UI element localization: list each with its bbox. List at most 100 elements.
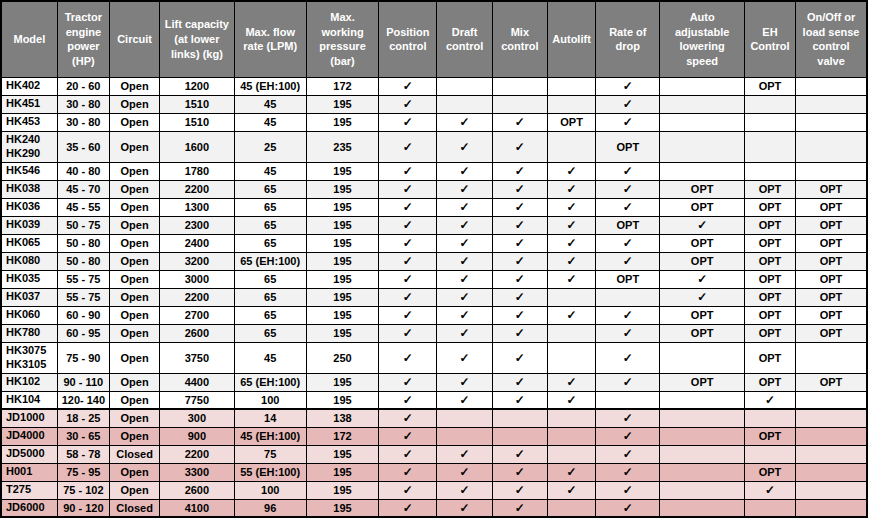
cell-position-check: ✓ <box>379 288 437 306</box>
cell-power: 60 - 95 <box>57 324 109 342</box>
cell-flow: 65 (EH:100) <box>234 373 306 391</box>
cell-flow: 45 <box>234 113 306 131</box>
column-header-eh-control: EH Control <box>744 1 795 77</box>
cell-draft-empty <box>437 409 492 427</box>
cell-power: 58 - 78 <box>57 445 109 463</box>
cell-lift: 3750 <box>160 342 234 373</box>
cell-circuit: Open <box>109 463 159 481</box>
cell-power: 75 - 95 <box>57 463 109 481</box>
cell-auto-lowering-empty <box>660 427 744 445</box>
cell-rate-of-drop-check: ✓ <box>596 373 660 391</box>
cell-model: HK035 <box>1 270 57 288</box>
cell-pressure: 250 <box>306 342 378 373</box>
cell-autolift-empty <box>547 77 595 95</box>
cell-auto-lowering-opt: OPT <box>660 306 744 324</box>
cell-model: HK240 HK290 <box>1 131 57 162</box>
cell-draft-empty <box>437 95 492 113</box>
cell-position-check: ✓ <box>379 113 437 131</box>
cell-draft-check: ✓ <box>437 180 492 198</box>
column-header-draft: Draft control <box>437 1 492 77</box>
cell-flow: 65 <box>234 180 306 198</box>
cell-rate-of-drop-check: ✓ <box>596 324 660 342</box>
cell-lift: 1600 <box>160 131 234 162</box>
cell-position-check: ✓ <box>379 306 437 324</box>
cell-model: HK402 <box>1 77 57 95</box>
table-row: HK3075 HK310575 - 90Open375045250✓✓✓✓OPT <box>1 342 867 373</box>
cell-model: JD6000 <box>1 499 57 517</box>
cell-mix-check: ✓ <box>492 463 547 481</box>
cell-power: 90 - 110 <box>57 373 109 391</box>
cell-draft-check: ✓ <box>437 391 492 409</box>
cell-eh-control-opt: OPT <box>744 342 795 373</box>
cell-eh-control-opt: OPT <box>744 198 795 216</box>
cell-lift: 2700 <box>160 306 234 324</box>
cell-auto-lowering-opt: OPT <box>660 373 744 391</box>
cell-onoff-valve-opt: OPT <box>796 252 867 270</box>
cell-position-check: ✓ <box>379 216 437 234</box>
cell-draft-check: ✓ <box>437 445 492 463</box>
cell-auto-lowering-empty <box>660 499 744 517</box>
cell-circuit: Open <box>109 252 159 270</box>
cell-circuit: Open <box>109 306 159 324</box>
cell-pressure: 195 <box>306 113 378 131</box>
table-row: HK03845 - 70Open220065195✓✓✓✓✓OPTOPTOPT <box>1 180 867 198</box>
table-row: HK104120- 140Open7750100195✓✓✓✓✓ <box>1 391 867 409</box>
cell-auto-lowering-empty <box>660 95 744 113</box>
cell-mix-check: ✓ <box>492 252 547 270</box>
cell-model: HK060 <box>1 306 57 324</box>
cell-eh-control-opt: OPT <box>744 216 795 234</box>
cell-model: HK3075 HK3105 <box>1 342 57 373</box>
cell-eh-control-check: ✓ <box>744 391 795 409</box>
cell-onoff-valve-opt: OPT <box>796 198 867 216</box>
cell-circuit: Open <box>109 270 159 288</box>
cell-autolift-empty <box>547 445 595 463</box>
cell-autolift-opt: OPT <box>547 113 595 131</box>
cell-flow: 14 <box>234 409 306 427</box>
cell-flow: 100 <box>234 481 306 499</box>
cell-circuit: Open <box>109 288 159 306</box>
cell-lift: 1300 <box>160 198 234 216</box>
cell-auto-lowering-empty <box>660 391 744 409</box>
cell-eh-control-opt: OPT <box>744 373 795 391</box>
cell-lift: 2600 <box>160 324 234 342</box>
cell-flow: 45 <box>234 162 306 180</box>
cell-autolift-check: ✓ <box>547 216 595 234</box>
cell-lift: 4100 <box>160 499 234 517</box>
cell-lift: 4400 <box>160 373 234 391</box>
cell-rate-of-drop-check: ✓ <box>596 162 660 180</box>
cell-power: 40 - 80 <box>57 162 109 180</box>
cell-auto-lowering-check: ✓ <box>660 288 744 306</box>
table-row: HK03950 - 75Open230065195✓✓✓✓OPT✓OPTOPT <box>1 216 867 234</box>
cell-circuit: Closed <box>109 499 159 517</box>
cell-model: HK039 <box>1 216 57 234</box>
cell-model: HK453 <box>1 113 57 131</box>
cell-eh-control-opt: OPT <box>744 306 795 324</box>
table-row: HK03645 - 55Open130065195✓✓✓✓✓OPTOPTOPT <box>1 198 867 216</box>
column-header-rate-of-drop: Rate of drop <box>596 1 660 77</box>
cell-draft-check: ✓ <box>437 499 492 517</box>
cell-eh-control-opt: OPT <box>744 234 795 252</box>
table-body: HK40220 - 60Open120045 (EH:100)172✓✓OPTH… <box>1 77 867 517</box>
cell-circuit: Open <box>109 481 159 499</box>
cell-draft-check: ✓ <box>437 131 492 162</box>
cell-flow: 45 (EH:100) <box>234 427 306 445</box>
cell-pressure: 195 <box>306 324 378 342</box>
cell-auto-lowering-check: ✓ <box>660 216 744 234</box>
cell-rate-of-drop-empty <box>596 288 660 306</box>
cell-autolift-check: ✓ <box>547 162 595 180</box>
cell-position-check: ✓ <box>379 198 437 216</box>
cell-eh-control-empty <box>744 95 795 113</box>
cell-auto-lowering-empty <box>660 481 744 499</box>
cell-mix-empty <box>492 409 547 427</box>
cell-flow: 65 <box>234 324 306 342</box>
cell-rate-of-drop-check: ✓ <box>596 198 660 216</box>
cell-power: 75 - 102 <box>57 481 109 499</box>
cell-flow: 45 <box>234 95 306 113</box>
cell-onoff-valve-opt: OPT <box>796 324 867 342</box>
cell-circuit: Open <box>109 180 159 198</box>
table-row: HK10290 - 110Open440065 (EH:100)195✓✓✓✓✓… <box>1 373 867 391</box>
cell-power: 75 - 90 <box>57 342 109 373</box>
cell-circuit: Open <box>109 216 159 234</box>
cell-position-check: ✓ <box>379 77 437 95</box>
cell-lift: 3200 <box>160 252 234 270</box>
